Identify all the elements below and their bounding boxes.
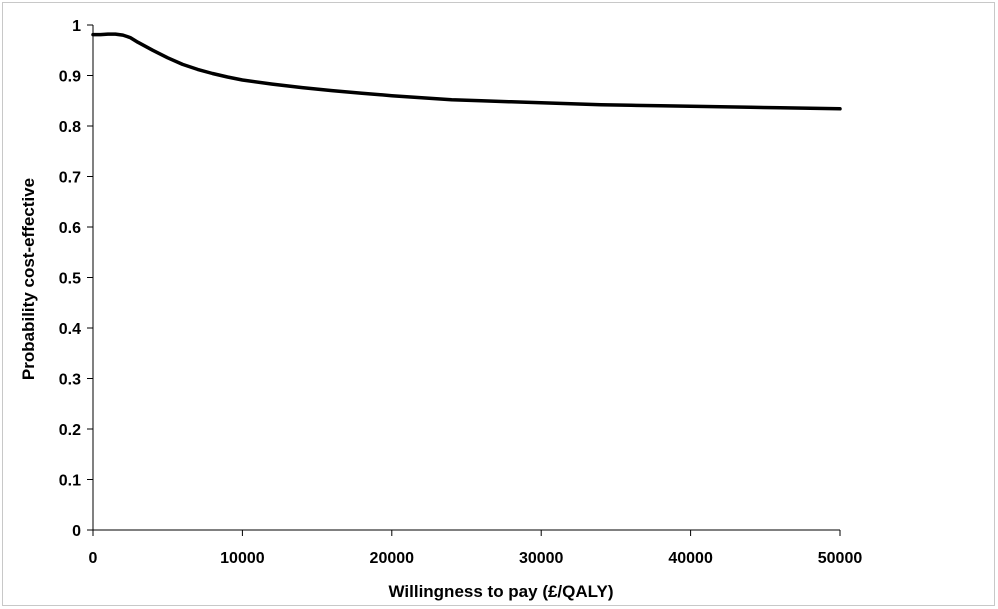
y-tick-label: 0: [72, 523, 81, 540]
y-axis-ticks: 0 0.1 0.2 0.3 0.4 0.5 0.6 0.7 0.8 0.9 1: [59, 18, 93, 540]
series-line-0: [91, 32, 842, 111]
y-tick-label: 0.1: [59, 473, 81, 490]
x-tick-label: 50000: [818, 550, 863, 567]
x-axis-ticks: 0 10000 20000 30000 40000 50000: [89, 530, 863, 567]
y-tick-label: 0.9: [59, 69, 81, 86]
x-tick-label: 20000: [370, 550, 415, 567]
x-tick-label: 0: [89, 550, 98, 567]
y-tick-label: 0.2: [59, 422, 81, 439]
series-layer: [91, 32, 842, 111]
x-tick-label: 40000: [668, 550, 713, 567]
y-tick-label: 0.7: [59, 170, 81, 187]
y-tick-label: 1: [72, 18, 81, 35]
y-axis-title: Probability cost-effective: [19, 178, 38, 380]
y-tick-label: 0.8: [59, 119, 81, 136]
y-tick-label: 0.6: [59, 220, 81, 237]
x-tick-label: 10000: [220, 550, 265, 567]
y-tick-label: 0.4: [59, 321, 81, 338]
x-axis-title: Willingness to pay (£/QALY): [389, 582, 614, 601]
x-tick-label: 30000: [519, 550, 564, 567]
y-tick-label: 0.5: [59, 271, 81, 288]
y-tick-label: 0.3: [59, 372, 81, 389]
